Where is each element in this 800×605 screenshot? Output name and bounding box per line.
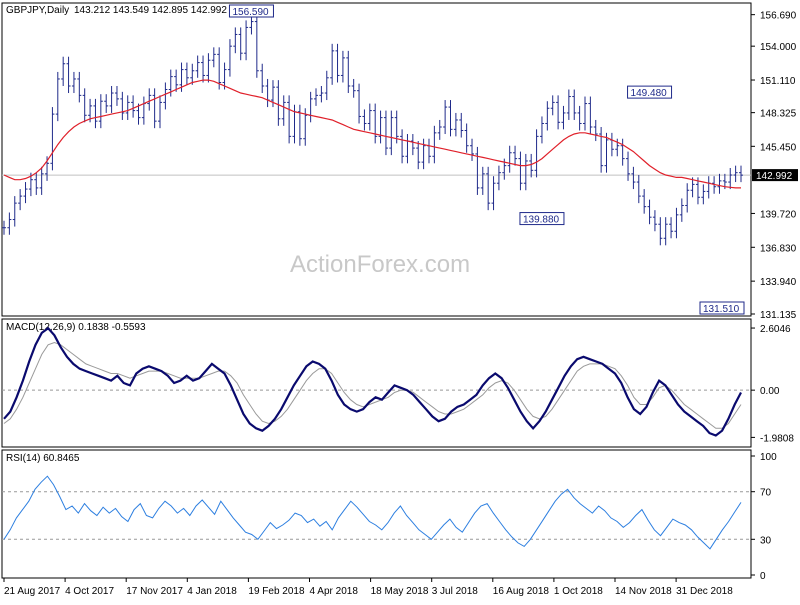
- price-annotation-label: 131.510: [703, 304, 740, 315]
- price-tick-label: 131.135: [760, 310, 797, 321]
- price-tick-label: 148.325: [760, 109, 797, 120]
- macd-y-ticks: 2.6046 0.00 -1.9808: [751, 324, 794, 444]
- rsi-y-ticks: 100 70 30 0: [751, 452, 777, 582]
- macd-tick-label: 0.00: [760, 386, 780, 397]
- rsi-line: [3, 475, 742, 550]
- price-tick-label: 139.720: [760, 209, 797, 220]
- macd-line: [3, 326, 742, 437]
- watermark: ActionForex.com: [290, 251, 470, 278]
- macd-label: MACD(12,26,9) 0.1838 -0.5593: [6, 322, 146, 333]
- x-tick-label: 21 Aug 2017: [4, 586, 61, 597]
- x-tick-label: 1 Oct 2018: [554, 586, 603, 597]
- price-tick-label: 154.000: [760, 42, 797, 53]
- price-annotation-box: [699, 301, 745, 315]
- last-price-badge: 142.992: [752, 169, 798, 182]
- price-annotation-box: [228, 4, 274, 18]
- price-tick-label: 151.110: [760, 76, 796, 87]
- rsi-panel-frame: [1, 449, 752, 579]
- macd-tick-label: 2.6046: [760, 324, 791, 335]
- x-tick-label: 17 Nov 2017: [126, 586, 183, 597]
- moving-average-line: [3, 79, 741, 189]
- x-tick-label: 14 Nov 2018: [615, 586, 672, 597]
- ohlc-readout: 143.212 143.549 142.895 142.992: [74, 5, 227, 16]
- rsi-tick-label: 30: [760, 535, 772, 546]
- x-tick-label: 3 Jul 2018: [432, 586, 479, 597]
- price-panel-frame: [1, 2, 752, 317]
- price-annotation-label: 139.880: [523, 215, 560, 226]
- macd-signal-line: [3, 341, 742, 429]
- last-price-badge-bg: [752, 169, 798, 182]
- symbol-label: GBPJPY,Daily: [6, 5, 69, 16]
- x-tick-label: 4 Oct 2017: [65, 586, 114, 597]
- x-tick-label: 4 Apr 2018: [310, 586, 359, 597]
- macd-panel-frame: [1, 318, 752, 448]
- price-annotation-label: 156.590: [232, 7, 269, 18]
- rsi-label: RSI(14) 60.8465: [6, 453, 80, 464]
- rsi-level-lines: [2, 491, 751, 540]
- price-y-ticks: 156.690 154.000 151.110 148.325 145.450 139.7…: [751, 11, 797, 321]
- price-tick-label: 133.940: [760, 277, 797, 288]
- x-tick-label: 4 Jan 2018: [187, 586, 237, 597]
- last-price-value: 142.992: [756, 171, 793, 182]
- price-annotation-box: [627, 85, 673, 99]
- macd-tick-label: -1.9808: [760, 433, 794, 444]
- price-tick-label: 156.690: [760, 11, 797, 22]
- x-axis-ticks: 21 Aug 2017 4 Oct 2017 17 Nov 2017 4 Jan 20…: [3, 578, 733, 597]
- price-tick-label: 136.830: [760, 243, 797, 254]
- rsi-tick-label: 100: [760, 452, 777, 463]
- x-tick-label: 16 Aug 2018: [493, 586, 550, 597]
- price-tick-label: 145.450: [760, 142, 797, 153]
- x-tick-label: 19 Feb 2018: [248, 586, 305, 597]
- price-annotations: 156.590 149.480 139.880 131.510: [228, 4, 745, 315]
- rsi-tick-label: 0: [760, 571, 766, 582]
- x-tick-label: 18 May 2018: [371, 586, 429, 597]
- price-annotation-box: [519, 212, 565, 226]
- price-bars: [2, 14, 743, 246]
- x-tick-label: 31 Dec 2018: [676, 586, 733, 597]
- price-annotation-label: 149.480: [631, 88, 668, 99]
- rsi-tick-label: 70: [760, 488, 772, 499]
